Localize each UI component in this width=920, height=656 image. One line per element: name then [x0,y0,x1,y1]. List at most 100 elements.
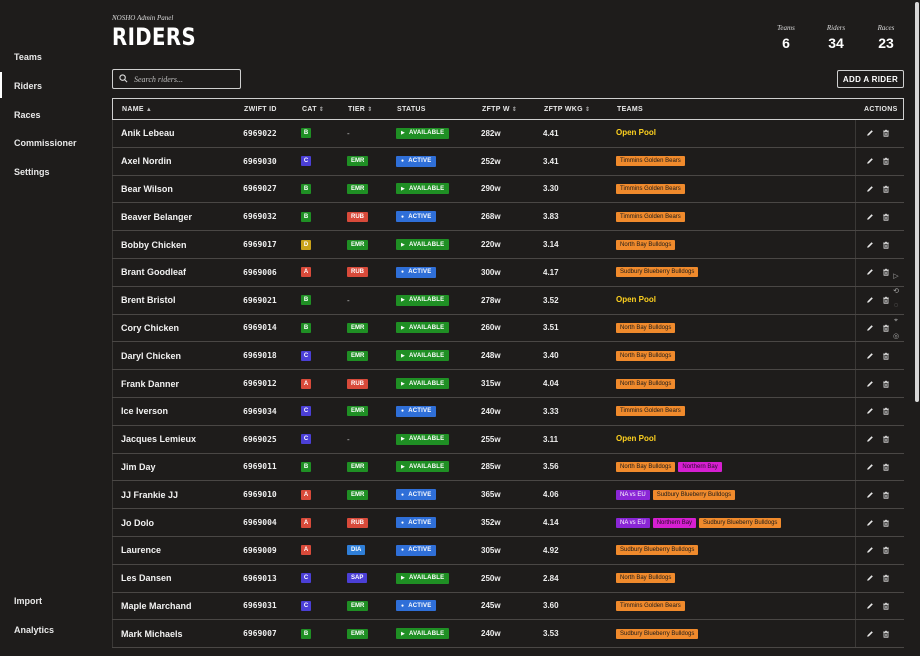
delete-icon[interactable] [882,407,890,415]
table-row[interactable]: Axel Nordin 6969030 C EMR ● ACTIVE 252w 3.41 Tim… [112,147,904,176]
pin-icon[interactable]: ⌖ [894,317,898,324]
table-row[interactable]: Bobby Chicken 6969017 D EMR ▶ AVAILABLE 220w 3.… [112,231,904,259]
team-badge: Open Pool [616,128,656,138]
cat-badge: B [301,295,311,306]
column-header-name[interactable]: NAME ▲ [122,106,152,113]
status-badge: ▶ AVAILABLE [396,127,450,139]
delete-icon[interactable] [882,546,890,554]
search-box[interactable] [112,69,241,89]
delete-icon[interactable] [882,602,890,610]
edit-icon[interactable] [866,213,874,221]
scrollbar[interactable] [914,0,920,656]
edit-icon[interactable] [866,407,874,415]
table-row[interactable]: Daryl Chicken 6969018 C EMR ▶ AVAILABLE 248w 3.… [112,342,904,371]
delete-icon[interactable] [882,213,890,221]
table-row[interactable]: Les Dansen 6969013 C SAP ▶ AVAILABLE 250w 2.84 N… [112,564,904,593]
delete-icon[interactable] [882,574,890,582]
edit-icon[interactable] [866,630,874,638]
table-row[interactable]: Brant Goodleaf 6969006 A RUB ● ACTIVE 300w 4.17… [112,258,904,287]
table-row[interactable]: Beaver Belanger 6969032 B RUB ● ACTIVE 268w 3.8… [112,203,904,232]
delete-icon[interactable] [882,519,890,527]
table-row[interactable]: Bear Wilson 6969027 B EMR ▶ AVAILABLE 290w 3.30… [112,175,904,204]
status-cell: ▶ AVAILABLE [396,315,450,342]
screenshot-icon[interactable]: ◎ [892,333,900,340]
column-header-zftp-w[interactable]: ZFTP W ⇕ [482,106,517,113]
delete-icon[interactable] [882,435,890,443]
search-input[interactable] [134,74,234,84]
edit-icon[interactable] [866,157,874,165]
dot-icon: ● [401,602,405,609]
delete-icon[interactable] [882,630,890,638]
delete-icon[interactable] [882,185,890,193]
delete-icon[interactable] [882,380,890,388]
edit-icon[interactable] [866,574,874,582]
rider-name: Cory Chicken [121,322,180,333]
edit-icon[interactable] [866,268,874,276]
table-row[interactable]: Anik Lebeau 6969022 B - ▶ AVAILABLE 282w 4.41 Op… [112,120,904,148]
table-row[interactable]: Frank Danner 6969012 A RUB ▶ AVAILABLE 315w 4.0… [112,370,904,398]
edit-icon[interactable] [866,602,874,610]
column-header-tier[interactable]: TIER ⇕ [348,106,372,113]
table-row[interactable]: Jo Dolo 6969004 A RUB ● ACTIVE 352w 4.14 NA vs E… [112,509,904,537]
delete-icon[interactable] [882,157,890,165]
tier-cell: EMR [347,342,369,369]
cat-cell: A [301,481,311,508]
table-row[interactable]: Brent Bristol 6969021 B - ▶ AVAILABLE 278w 3.52… [112,286,904,315]
play-icon[interactable]: ▷ [893,273,899,280]
status-badge: ▶ AVAILABLE [396,433,450,445]
delete-icon[interactable] [882,491,890,499]
scrollbar-thumb[interactable] [915,2,919,402]
edit-icon[interactable] [866,241,874,249]
status-cell: ● ACTIVE [396,148,437,175]
chat-icon[interactable]: ◌ [893,302,899,309]
actions-cell [866,537,890,564]
column-header-zftp-wkg[interactable]: ZFTP WKG ⇕ [544,106,590,113]
table-row[interactable]: Cory Chicken 6969014 B EMR ▶ AVAILABLE 260w 3.5… [112,314,904,343]
zftp-w: 290w [481,184,501,194]
table-row[interactable]: Jacques Lemieux 6969025 C - ▶ AVAILABLE 255w 3.… [112,425,904,454]
sidebar-item-riders[interactable]: Riders [14,81,43,91]
actions-divider [855,592,856,620]
add-rider-button[interactable]: ADD A RIDER [837,70,904,88]
delete-icon[interactable] [882,352,890,360]
sidebar-item-analytics[interactable]: Analytics [14,625,55,635]
delete-icon[interactable] [882,463,890,471]
delete-icon[interactable] [882,241,890,249]
table-row[interactable]: Ice Iverson 6969034 C EMR ● ACTIVE 240w 3.33 Tim… [112,397,904,426]
delete-icon[interactable] [882,268,890,276]
sidebar-item-races[interactable]: Races [14,110,41,120]
edit-icon[interactable] [866,463,874,471]
table-row[interactable]: Jim Day 6969011 B EMR ▶ AVAILABLE 285w 3.56 Nort… [112,453,904,482]
sidebar-item-settings[interactable]: Settings [14,167,50,177]
edit-icon[interactable] [866,546,874,554]
sidebar-item-commissioner[interactable]: Commissioner [14,138,77,148]
actions-divider [855,564,856,592]
dot-icon: ● [401,519,405,526]
edit-icon[interactable] [866,324,874,332]
zftp-wkg: 3.11 [543,434,559,444]
rider-name: Bobby Chicken [121,239,187,250]
column-header-label: ZWIFT ID [244,106,277,113]
edit-icon[interactable] [866,435,874,443]
sidebar-item-import[interactable]: Import [14,596,42,606]
rider-name: JJ Frankie JJ [121,489,179,500]
edit-icon[interactable] [866,491,874,499]
repeat-icon[interactable]: ⟲ [893,288,899,295]
sidebar-item-teams[interactable]: Teams [14,52,42,62]
table-row[interactable]: Mark Michaels 6969007 B EMR ▶ AVAILABLE 240w 3.… [112,620,904,649]
delete-icon[interactable] [882,324,890,332]
edit-icon[interactable] [866,296,874,304]
delete-icon[interactable] [882,129,890,137]
column-header-cat[interactable]: CAT ⇕ [302,106,324,113]
teams-cell: NA vs EU Sudbury Blueberry Bulldogs [616,481,736,508]
edit-icon[interactable] [866,519,874,527]
edit-icon[interactable] [866,129,874,137]
edit-icon[interactable] [866,352,874,360]
edit-icon[interactable] [866,185,874,193]
table-row[interactable]: JJ Frankie JJ 6969010 A EMR ● ACTIVE 365w 4.06 N… [112,481,904,510]
table-row[interactable]: Maple Marchand 6969031 C EMR ● ACTIVE 245w 3.60… [112,592,904,621]
table-row[interactable]: Laurence 6969009 A DIA ● ACTIVE 305w 4.92 Sudbur… [112,536,904,565]
edit-icon[interactable] [866,380,874,388]
delete-icon[interactable] [882,296,890,304]
status-cell: ▶ AVAILABLE [396,620,450,647]
